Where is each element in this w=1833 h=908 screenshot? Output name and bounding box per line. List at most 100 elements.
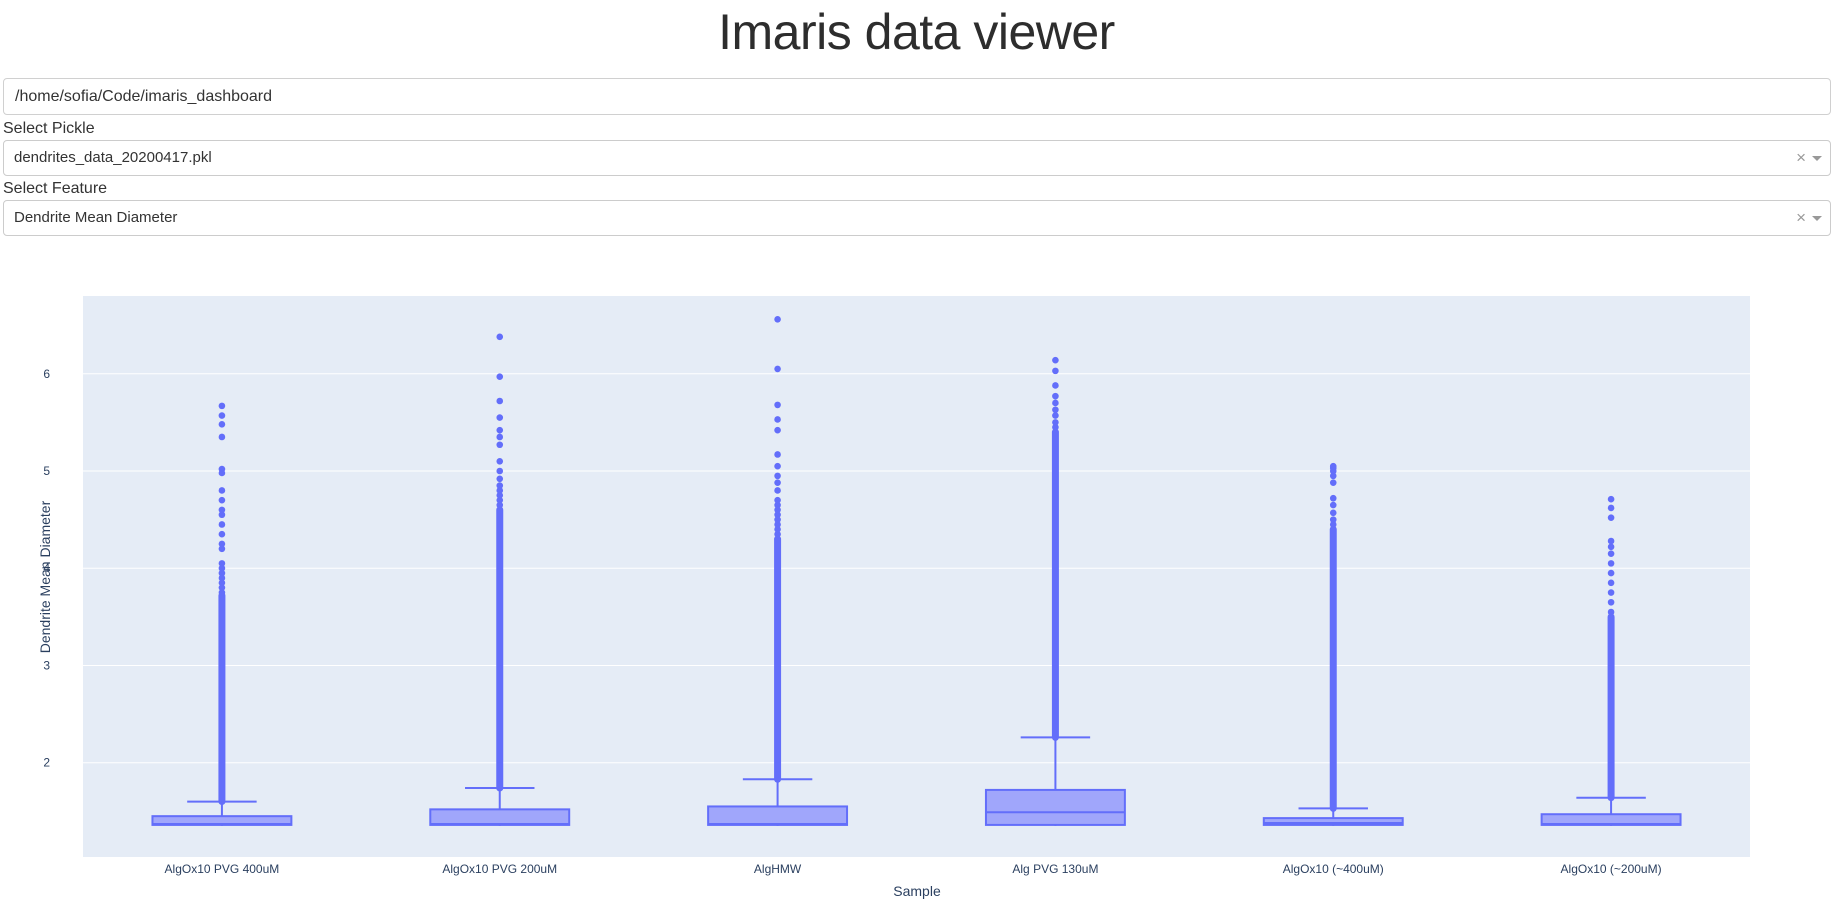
outlier-point: [1052, 423, 1059, 431]
chevron-down-icon[interactable]: [1812, 156, 1822, 161]
outlier-point: [218, 530, 226, 538]
outlier-point: [218, 433, 226, 441]
outlier-point: [218, 465, 226, 473]
outlier-point: [496, 475, 504, 483]
outlier-point: [1607, 537, 1615, 545]
outlier-point: [496, 397, 504, 405]
outlier-point: [1052, 399, 1059, 407]
outlier-point: [1052, 367, 1059, 375]
box-plot-chart[interactable]: 2 3 4 5 6 AlgOx10 PVG 400uM AlgOx10 PVG 200uM…: [0, 270, 1833, 903]
outlier-point: [774, 451, 781, 458]
outlier-point: [1607, 589, 1615, 596]
outlier-point: [496, 482, 504, 489]
outlier-point: [496, 373, 504, 380]
outlier-point: [496, 426, 504, 434]
outlier-point: [1607, 569, 1615, 577]
outlier-point: [496, 414, 504, 421]
outlier-point: [218, 402, 226, 410]
plot-area[interactable]: [83, 296, 1750, 857]
box-1[interactable]: [151, 402, 293, 826]
outlier-point: [218, 421, 226, 428]
outlier-point: [774, 479, 781, 486]
y-tick-label: 5: [43, 464, 50, 478]
x-tick-label: AlgOx10 (~400uM): [1283, 862, 1384, 876]
outlier-point: [1052, 382, 1059, 389]
outlier-point: [774, 316, 781, 323]
outlier-point: [1329, 462, 1337, 470]
outlier-point: [1607, 579, 1615, 587]
box-plot-svg[interactable]: 2 3 4 5 6 AlgOx10 PVG 400uM AlgOx10 PVG 200uM…: [0, 270, 1833, 903]
feature-dropdown[interactable]: Dendrite Mean Diameter ×: [3, 200, 1831, 236]
outlier-point: [774, 526, 781, 533]
y-tick-label: 4: [43, 561, 50, 575]
outlier-point: [774, 401, 781, 409]
grid-lines: [83, 373, 1750, 764]
box-3[interactable]: [707, 316, 849, 826]
boxes[interactable]: [151, 316, 1682, 826]
box-6[interactable]: [1540, 495, 1682, 826]
outlier-point: [496, 467, 504, 475]
select-feature-label: Select Feature: [3, 180, 108, 197]
x-tick-label: Alg PVG 130uM: [1012, 862, 1098, 876]
outlier-point: [496, 333, 504, 341]
outlier-point: [218, 569, 226, 577]
box-iqr[interactable]: [707, 805, 849, 826]
box-iqr[interactable]: [429, 808, 571, 826]
outlier-point: [496, 501, 504, 509]
outlier-point: [774, 516, 781, 523]
x-axis-title: Sample: [893, 883, 941, 899]
box-2[interactable]: [429, 333, 571, 826]
outlier-point: [774, 416, 781, 423]
x-tick-label: AlgOx10 (~200uM): [1561, 862, 1662, 876]
outlier-point: [218, 511, 226, 519]
outlier-point: [1607, 560, 1615, 567]
outlier-point: [218, 545, 226, 553]
y-axis-title: Dendrite Mean Diameter: [37, 500, 53, 653]
pickle-dropdown-value: dendrites_data_20200417.pkl: [14, 149, 212, 166]
outlier-point: [1607, 608, 1615, 616]
outlier-point: [774, 426, 781, 434]
box-5[interactable]: [1262, 462, 1404, 826]
outlier-point: [1329, 494, 1337, 502]
outlier-point: [218, 540, 226, 548]
x-tick-label: AlgOx10 PVG 200uM: [442, 862, 557, 876]
pickle-dropdown[interactable]: dendrites_data_20200417.pkl ×: [3, 140, 1831, 176]
outlier-point: [1052, 412, 1059, 419]
outlier-point: [496, 492, 504, 499]
outlier-point: [496, 487, 504, 494]
box-4[interactable]: [984, 356, 1126, 826]
x-tick-label: AlgOx10 PVG 400uM: [165, 862, 280, 876]
outlier-point: [218, 579, 226, 587]
outlier-point: [1607, 550, 1615, 557]
outlier-point: [218, 496, 226, 504]
clear-icon[interactable]: ×: [1796, 208, 1806, 227]
outlier-point: [496, 496, 504, 504]
outlier-point: [774, 496, 781, 504]
outlier-point: [218, 589, 226, 596]
outlier-point: [218, 521, 226, 528]
outlier-point: [1052, 356, 1059, 364]
path-input[interactable]: [3, 78, 1831, 115]
outlier-point: [1329, 501, 1337, 509]
outlier-point: [218, 564, 226, 572]
outlier-point: [774, 365, 781, 373]
outlier-point: [496, 433, 504, 441]
page-title: Imaris data viewer: [718, 4, 1115, 60]
box-iqr[interactable]: [984, 788, 1126, 826]
outlier-point: [1607, 514, 1615, 521]
clear-icon[interactable]: ×: [1796, 148, 1806, 167]
feature-dropdown-value: Dendrite Mean Diameter: [14, 209, 178, 226]
outlier-point: [218, 584, 226, 591]
outlier-point: [774, 462, 781, 470]
select-pickle-label: Select Pickle: [3, 120, 95, 137]
y-tick-label: 6: [43, 367, 50, 381]
outlier-point: [218, 412, 226, 419]
y-tick-labels: 2 3 4 5 6: [43, 367, 50, 770]
outlier-point: [496, 457, 504, 465]
outlier-point: [1329, 509, 1337, 517]
box-iqr[interactable]: [1262, 817, 1404, 826]
outlier-point: [774, 472, 781, 480]
outlier-point: [774, 506, 781, 514]
outlier-point: [1052, 406, 1059, 414]
chevron-down-icon[interactable]: [1812, 216, 1822, 221]
